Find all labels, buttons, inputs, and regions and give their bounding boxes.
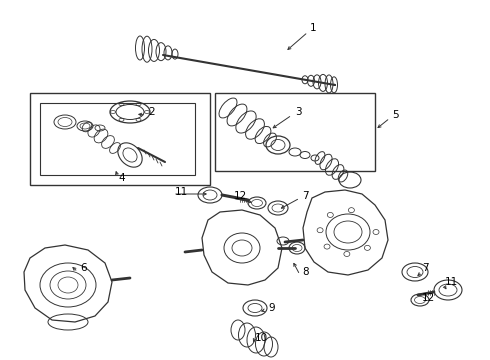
Text: 7: 7: [422, 263, 429, 273]
Bar: [40, 103, 195, 175]
Text: 12: 12: [422, 293, 435, 303]
Text: 10: 10: [255, 333, 268, 343]
Text: 12: 12: [234, 191, 247, 201]
Bar: [215, 93, 375, 171]
Text: 9: 9: [268, 303, 274, 313]
Text: 3: 3: [295, 107, 302, 117]
Text: 8: 8: [302, 267, 309, 277]
Text: 11: 11: [175, 187, 188, 197]
Text: 4: 4: [118, 173, 124, 183]
Text: 11: 11: [445, 277, 458, 287]
Text: 6: 6: [80, 263, 87, 273]
Text: 7: 7: [302, 191, 309, 201]
Text: 2: 2: [148, 107, 155, 117]
Text: 5: 5: [392, 110, 399, 120]
Bar: [30, 93, 210, 185]
Text: 1: 1: [310, 23, 317, 33]
